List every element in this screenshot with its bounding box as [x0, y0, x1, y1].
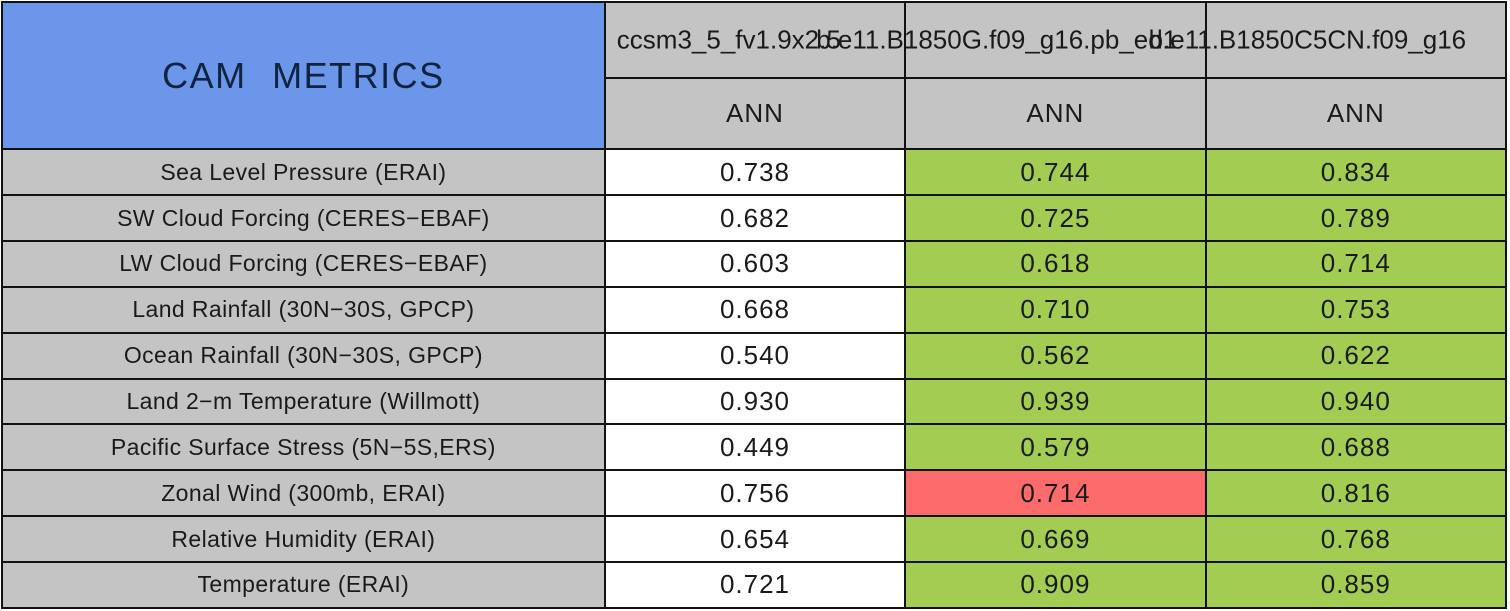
- metric-value: 0.688: [1204, 423, 1508, 472]
- case-name-1: ccsm3_5_fv1.9x2.5: [616, 24, 841, 55]
- case-cell-2: b.e11.B1850G.f09_g16.pb_ed1: [816, 0, 1207, 80]
- season-label-1: ANN: [603, 77, 907, 151]
- table-row: Temperature (ERAI) 0.721 0.909 0.859: [1, 560, 1508, 610]
- metric-label: Temperature (ERAI): [1, 560, 606, 610]
- table-row: Land 2−m Temperature (Willmott) 0.930 0.…: [1, 377, 1508, 426]
- table-row: Relative Humidity (ERAI) 0.654 0.669 0.7…: [1, 515, 1508, 563]
- metric-value: 0.618: [904, 239, 1207, 288]
- metric-value: 0.540: [603, 331, 907, 380]
- metric-value: 0.562: [904, 331, 1207, 380]
- metric-value: 0.725: [904, 194, 1207, 242]
- table-row: SW Cloud Forcing (CERES−EBAF) 0.682 0.72…: [1, 194, 1508, 242]
- table-row: Sea Level Pressure (ERAI) 0.738 0.744 0.…: [1, 148, 1508, 197]
- case-name-row: CAM METRICS ccsm3_5_fv1.9x2.5 b.e11.B185…: [1, 0, 1508, 151]
- metric-value: 0.909: [904, 560, 1207, 610]
- case-cell-3: b.e11.B1850C5CN.f09_g16: [1149, 0, 1508, 80]
- metric-value: 0.721: [603, 560, 907, 610]
- metric-value: 0.939: [904, 377, 1207, 426]
- metric-value: 0.622: [1204, 331, 1508, 380]
- metric-value: 0.710: [904, 285, 1207, 334]
- season-label-3: ANN: [1204, 77, 1508, 151]
- metric-value-flagged: 0.714: [904, 469, 1207, 518]
- table-title: CAM METRICS: [162, 54, 445, 96]
- metric-value: 0.816: [1204, 469, 1508, 518]
- metric-value: 0.756: [603, 469, 907, 518]
- metric-label: LW Cloud Forcing (CERES−EBAF): [1, 239, 606, 288]
- table-row: LW Cloud Forcing (CERES−EBAF) 0.603 0.61…: [1, 239, 1508, 288]
- metric-label: Ocean Rainfall (30N−30S, GPCP): [1, 331, 606, 380]
- metric-value: 0.930: [603, 377, 907, 426]
- metric-value: 0.682: [603, 194, 907, 242]
- metric-value: 0.753: [1204, 285, 1508, 334]
- metric-label: SW Cloud Forcing (CERES−EBAF): [1, 194, 606, 242]
- metric-value: 0.940: [1204, 377, 1508, 426]
- metric-value: 0.669: [904, 515, 1207, 563]
- metric-value: 0.603: [603, 239, 907, 288]
- metric-value: 0.789: [1204, 194, 1508, 242]
- metric-label: Pacific Surface Stress (5N−5S,ERS): [1, 423, 606, 472]
- metric-value: 0.714: [1204, 239, 1508, 288]
- metric-value: 0.579: [904, 423, 1207, 472]
- case-cell-1: ccsm3_5_fv1.9x2.5: [603, 0, 907, 80]
- table-row: Pacific Surface Stress (5N−5S,ERS) 0.449…: [1, 423, 1508, 472]
- metric-value: 0.744: [904, 148, 1207, 197]
- table-title-cell: CAM METRICS: [1, 0, 606, 151]
- metric-value: 0.738: [603, 148, 907, 197]
- metric-value: 0.654: [603, 515, 907, 563]
- table-row: Ocean Rainfall (30N−30S, GPCP) 0.540 0.5…: [1, 331, 1508, 380]
- metric-label: Zonal Wind (300mb, ERAI): [1, 469, 606, 518]
- table-row: Land Rainfall (30N−30S, GPCP) 0.668 0.71…: [1, 285, 1508, 334]
- metric-value: 0.768: [1204, 515, 1508, 563]
- metric-label: Relative Humidity (ERAI): [1, 515, 606, 563]
- metric-label: Land Rainfall (30N−30S, GPCP): [1, 285, 606, 334]
- season-label-2: ANN: [904, 77, 1207, 151]
- table-row: Zonal Wind (300mb, ERAI) 0.756 0.714 0.8…: [1, 469, 1508, 518]
- metric-value: 0.668: [603, 285, 907, 334]
- metric-label: Sea Level Pressure (ERAI): [1, 148, 606, 197]
- metric-value: 0.859: [1204, 560, 1508, 610]
- metric-value: 0.449: [603, 423, 907, 472]
- season-row: ANN ANN ANN: [2, 77, 1508, 151]
- metric-label: Land 2−m Temperature (Willmott): [1, 377, 606, 426]
- metric-value: 0.834: [1204, 148, 1508, 197]
